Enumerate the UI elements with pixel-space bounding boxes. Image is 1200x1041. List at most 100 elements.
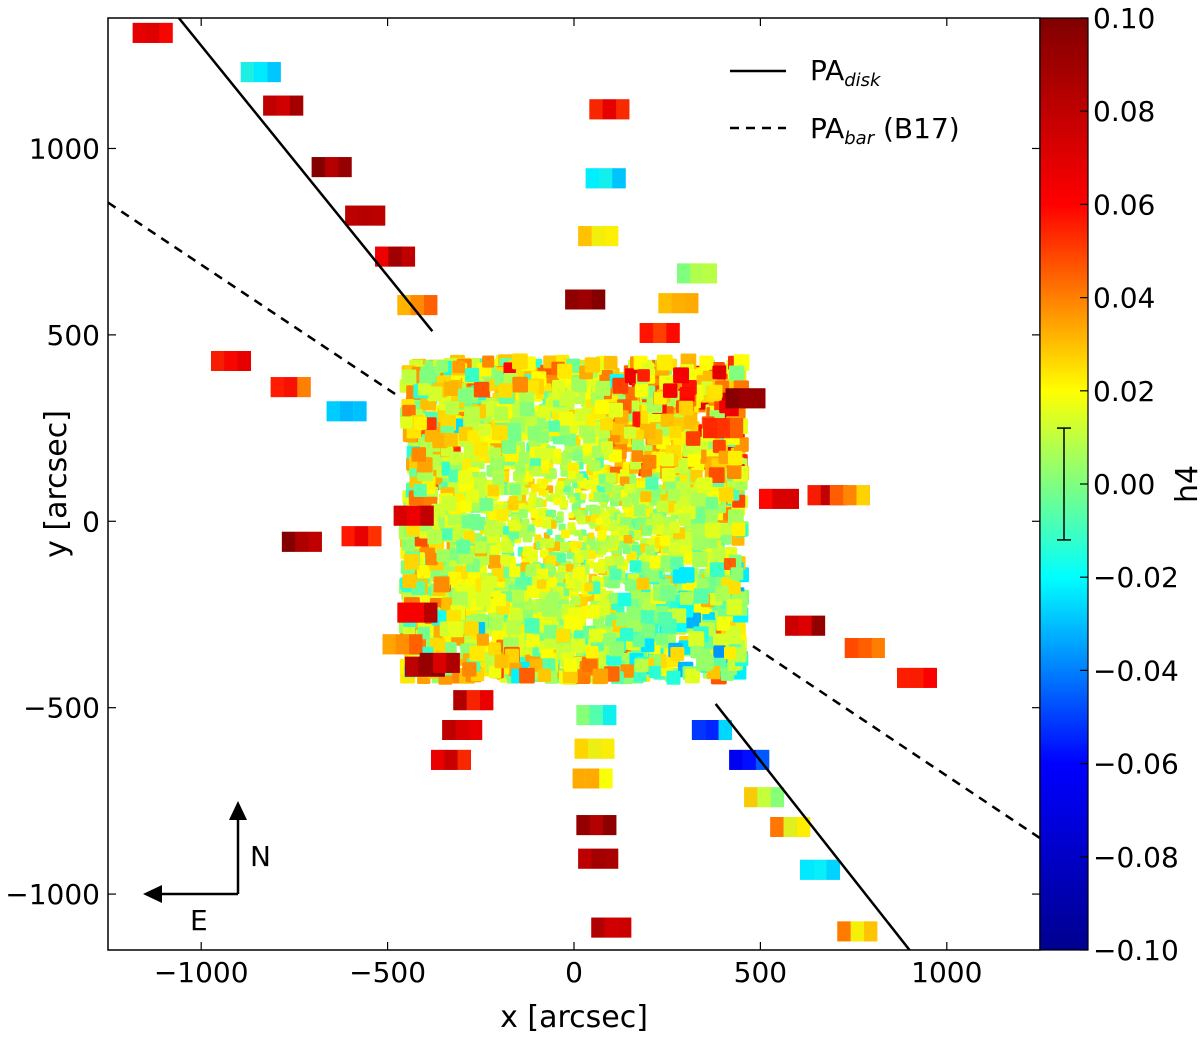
- spectral-bin: [465, 489, 479, 503]
- spectral-bin: [593, 491, 604, 502]
- pointing-subbin: [388, 246, 402, 267]
- spectral-bin: [624, 483, 634, 494]
- spectral-bin: [588, 532, 595, 539]
- spectral-bin: [651, 513, 663, 525]
- pointing-subbin: [729, 418, 744, 439]
- spectral-bin: [657, 612, 673, 627]
- y-tick-label: 1000: [29, 132, 100, 165]
- pointing-subbin: [705, 720, 719, 740]
- spectral-bin: [552, 379, 565, 393]
- pointing-subbin: [574, 738, 588, 759]
- spectral-bin: [530, 465, 542, 477]
- spectral-bin: [425, 552, 438, 566]
- spectral-bin: [526, 634, 540, 648]
- spectral-bin: [637, 369, 650, 382]
- legend-entry-bar: PAbar (B17): [810, 112, 960, 149]
- legend-bar-main: PA: [810, 112, 844, 145]
- spectral-bin: [600, 441, 613, 454]
- spectral-bin: [546, 529, 553, 536]
- spectral-bin: [629, 560, 642, 573]
- pa-disk-line: [714, 703, 911, 950]
- spectral-bin: [474, 541, 487, 554]
- spectral-bin: [580, 493, 587, 500]
- spectral-bin: [608, 402, 623, 418]
- spectral-bin: [595, 651, 610, 666]
- spectral-bin: [604, 483, 614, 493]
- spectral-bin: [719, 522, 732, 535]
- spectral-bin: [452, 360, 465, 374]
- pointing-subbin: [616, 99, 630, 120]
- spectral-bin: [563, 614, 579, 630]
- spectral-bin: [591, 445, 604, 459]
- spectral-bin: [445, 401, 459, 415]
- spectral-bin: [509, 566, 521, 578]
- spectral-bin: [669, 426, 682, 438]
- pointing-subbin: [910, 667, 924, 688]
- pointing-subbin: [339, 401, 354, 422]
- spectral-bin: [446, 610, 462, 625]
- spectral-bin: [690, 645, 703, 659]
- spectral-bin: [569, 496, 576, 503]
- spectral-bin: [620, 627, 634, 642]
- spectral-bin: [712, 365, 727, 380]
- spectral-bin: [634, 658, 649, 673]
- spectral-bin: [444, 381, 459, 396]
- spectral-bin: [403, 554, 420, 570]
- spectral-bin: [527, 426, 542, 441]
- spectral-bin: [463, 531, 476, 543]
- spectral-bin: [574, 530, 581, 537]
- spectral-bin: [585, 515, 592, 522]
- spectral-bin: [491, 424, 508, 441]
- pointing-subbin: [270, 377, 284, 398]
- y-tick-label: −500: [23, 692, 100, 725]
- pointing-subbin: [685, 293, 699, 314]
- spectral-bin: [501, 439, 517, 454]
- pointing-subbin: [602, 99, 616, 120]
- spectral-bin: [585, 479, 595, 490]
- spectral-bin: [619, 525, 630, 535]
- spectral-bin: [699, 355, 714, 370]
- spectral-bin: [647, 570, 660, 583]
- spectral-bin: [475, 591, 491, 607]
- spectral-bin: [633, 504, 646, 517]
- pointing-subbin: [578, 848, 592, 869]
- spectral-bin: [678, 513, 691, 526]
- pointing-subbin: [395, 634, 410, 655]
- pointing-subbin: [785, 488, 799, 509]
- spectral-bin: [667, 488, 680, 502]
- spectral-bin: [670, 556, 684, 570]
- pointing-subbin: [770, 817, 784, 837]
- spectral-bin: [730, 567, 744, 581]
- pointing-subbin: [864, 921, 878, 942]
- pointing-subbin: [393, 505, 407, 526]
- spectral-bin: [462, 662, 477, 677]
- spectral-bin: [666, 670, 681, 685]
- spectral-bin: [556, 480, 565, 489]
- spectral-bin: [585, 505, 592, 511]
- spectral-bin: [584, 582, 594, 592]
- spectral-bin: [656, 354, 673, 371]
- pointing-subbin: [770, 787, 785, 808]
- spectral-bin: [609, 641, 625, 657]
- spectral-bin: [726, 599, 743, 615]
- spectral-bin: [670, 647, 685, 661]
- spectral-bin: [669, 541, 681, 553]
- spectral-bin: [464, 406, 480, 423]
- spectral-bin: [534, 448, 548, 461]
- spectral-bin: [493, 522, 506, 536]
- spectral-bin: [601, 493, 610, 503]
- spectral-bin: [525, 380, 539, 394]
- spectral-bin: [673, 367, 689, 384]
- pointing-subbin: [576, 815, 590, 836]
- pointing-subbin: [691, 720, 706, 740]
- spectral-bin: [640, 423, 656, 440]
- spectral-bin: [500, 554, 511, 565]
- pointing-subbin: [240, 62, 255, 83]
- spectral-bin: [570, 540, 577, 548]
- position-angle-lines: [108, 18, 1040, 950]
- spectral-bin: [731, 522, 746, 536]
- scatter-layer: [132, 22, 937, 942]
- spectral-bin: [645, 545, 655, 555]
- pointing-subbin: [146, 22, 160, 43]
- spectral-bin: [586, 550, 596, 560]
